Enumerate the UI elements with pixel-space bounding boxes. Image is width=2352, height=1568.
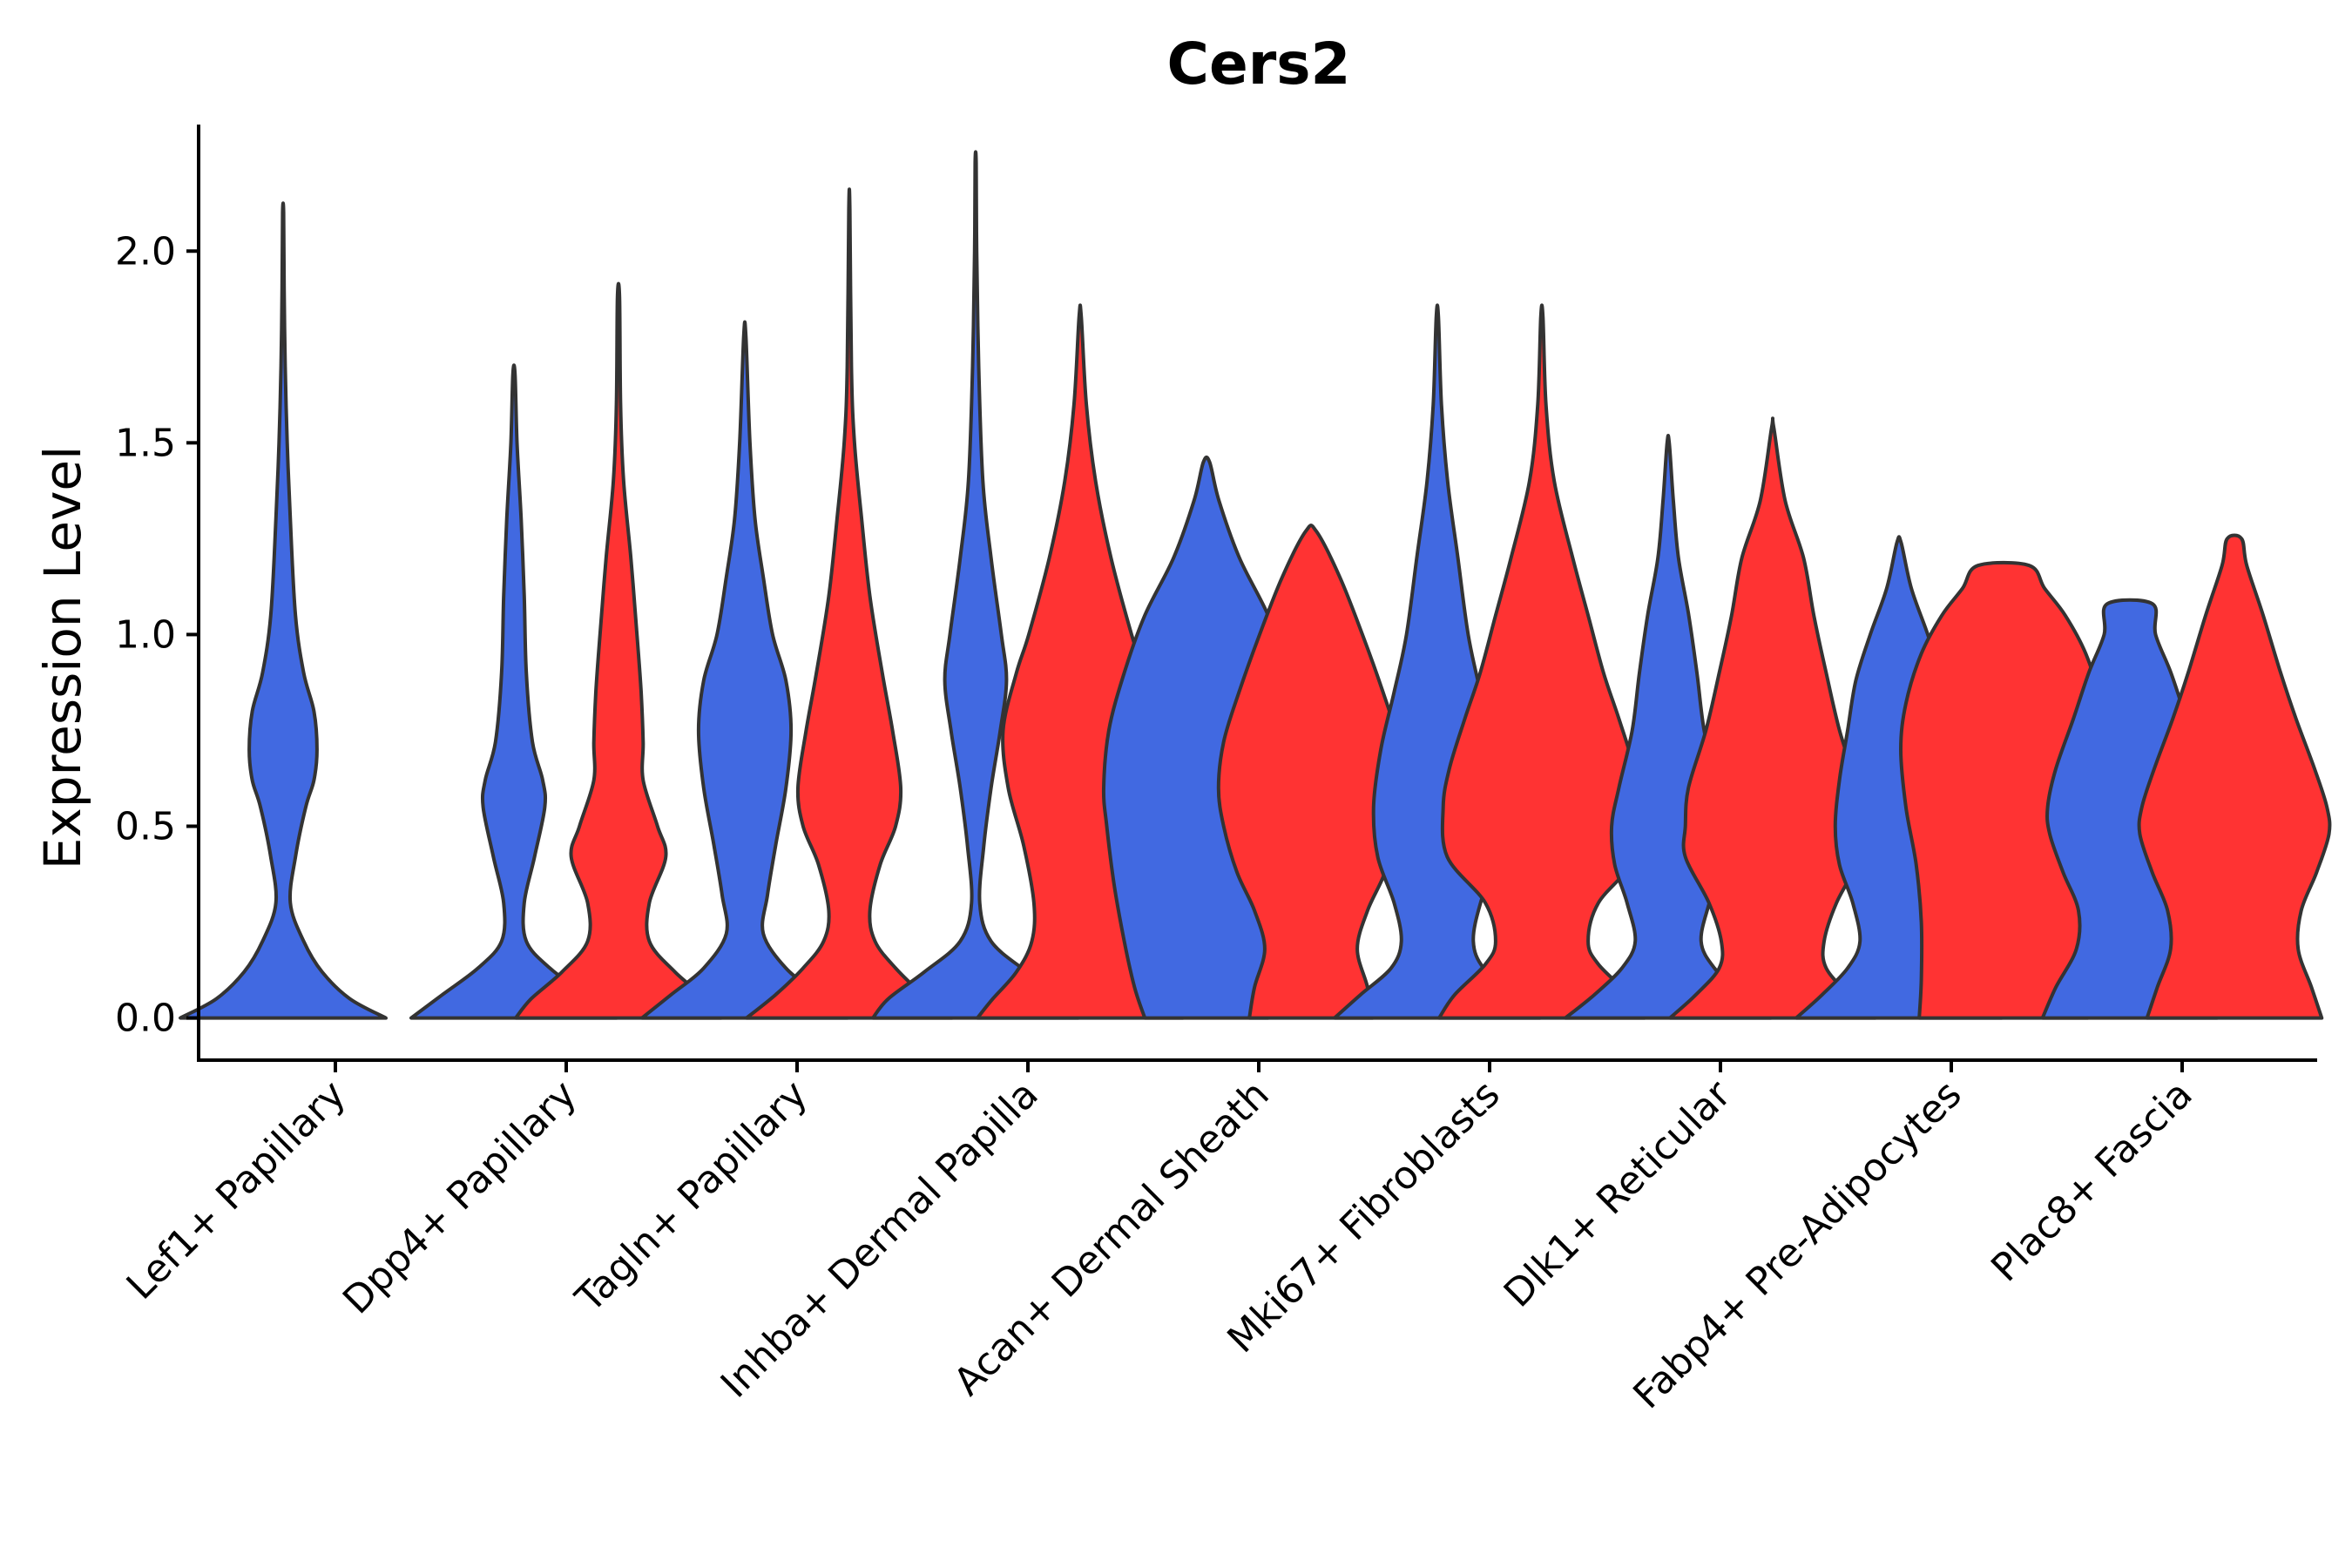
y-tick-label: 0.0: [115, 997, 176, 1041]
y-tick-label: 1.5: [115, 421, 176, 465]
violin-blue-4: [871, 150, 1080, 1020]
y-axis-label: Expression Level: [33, 446, 92, 869]
x-tick-label: Lef1+ Papillary: [118, 1072, 355, 1308]
chart-title: Cers2: [1167, 30, 1351, 98]
x-tick-label: Tagln+ Papillary: [567, 1072, 816, 1321]
y-axis-ticks: 0.0 0.5 1.0 1.5 2.0: [115, 229, 199, 1041]
violin-red-9: [2137, 533, 2332, 1020]
violin-red-2: [514, 281, 723, 1020]
violin-blue-1: [179, 201, 388, 1020]
violin-group: [179, 150, 2332, 1020]
violin-blue-3: [640, 320, 849, 1020]
y-tick-label: 1.0: [115, 612, 176, 657]
violin-red-3: [745, 187, 954, 1020]
y-tick-label: 2.0: [115, 229, 176, 274]
x-tick-label: Dlk1+ Reticular: [1496, 1071, 1740, 1316]
y-tick-label: 0.5: [115, 805, 176, 849]
x-tick-label: Plac8+ Fascia: [1983, 1072, 2201, 1291]
violin-blue-2: [409, 363, 618, 1020]
x-tick-label: Dpp4+ Papillary: [335, 1072, 585, 1323]
